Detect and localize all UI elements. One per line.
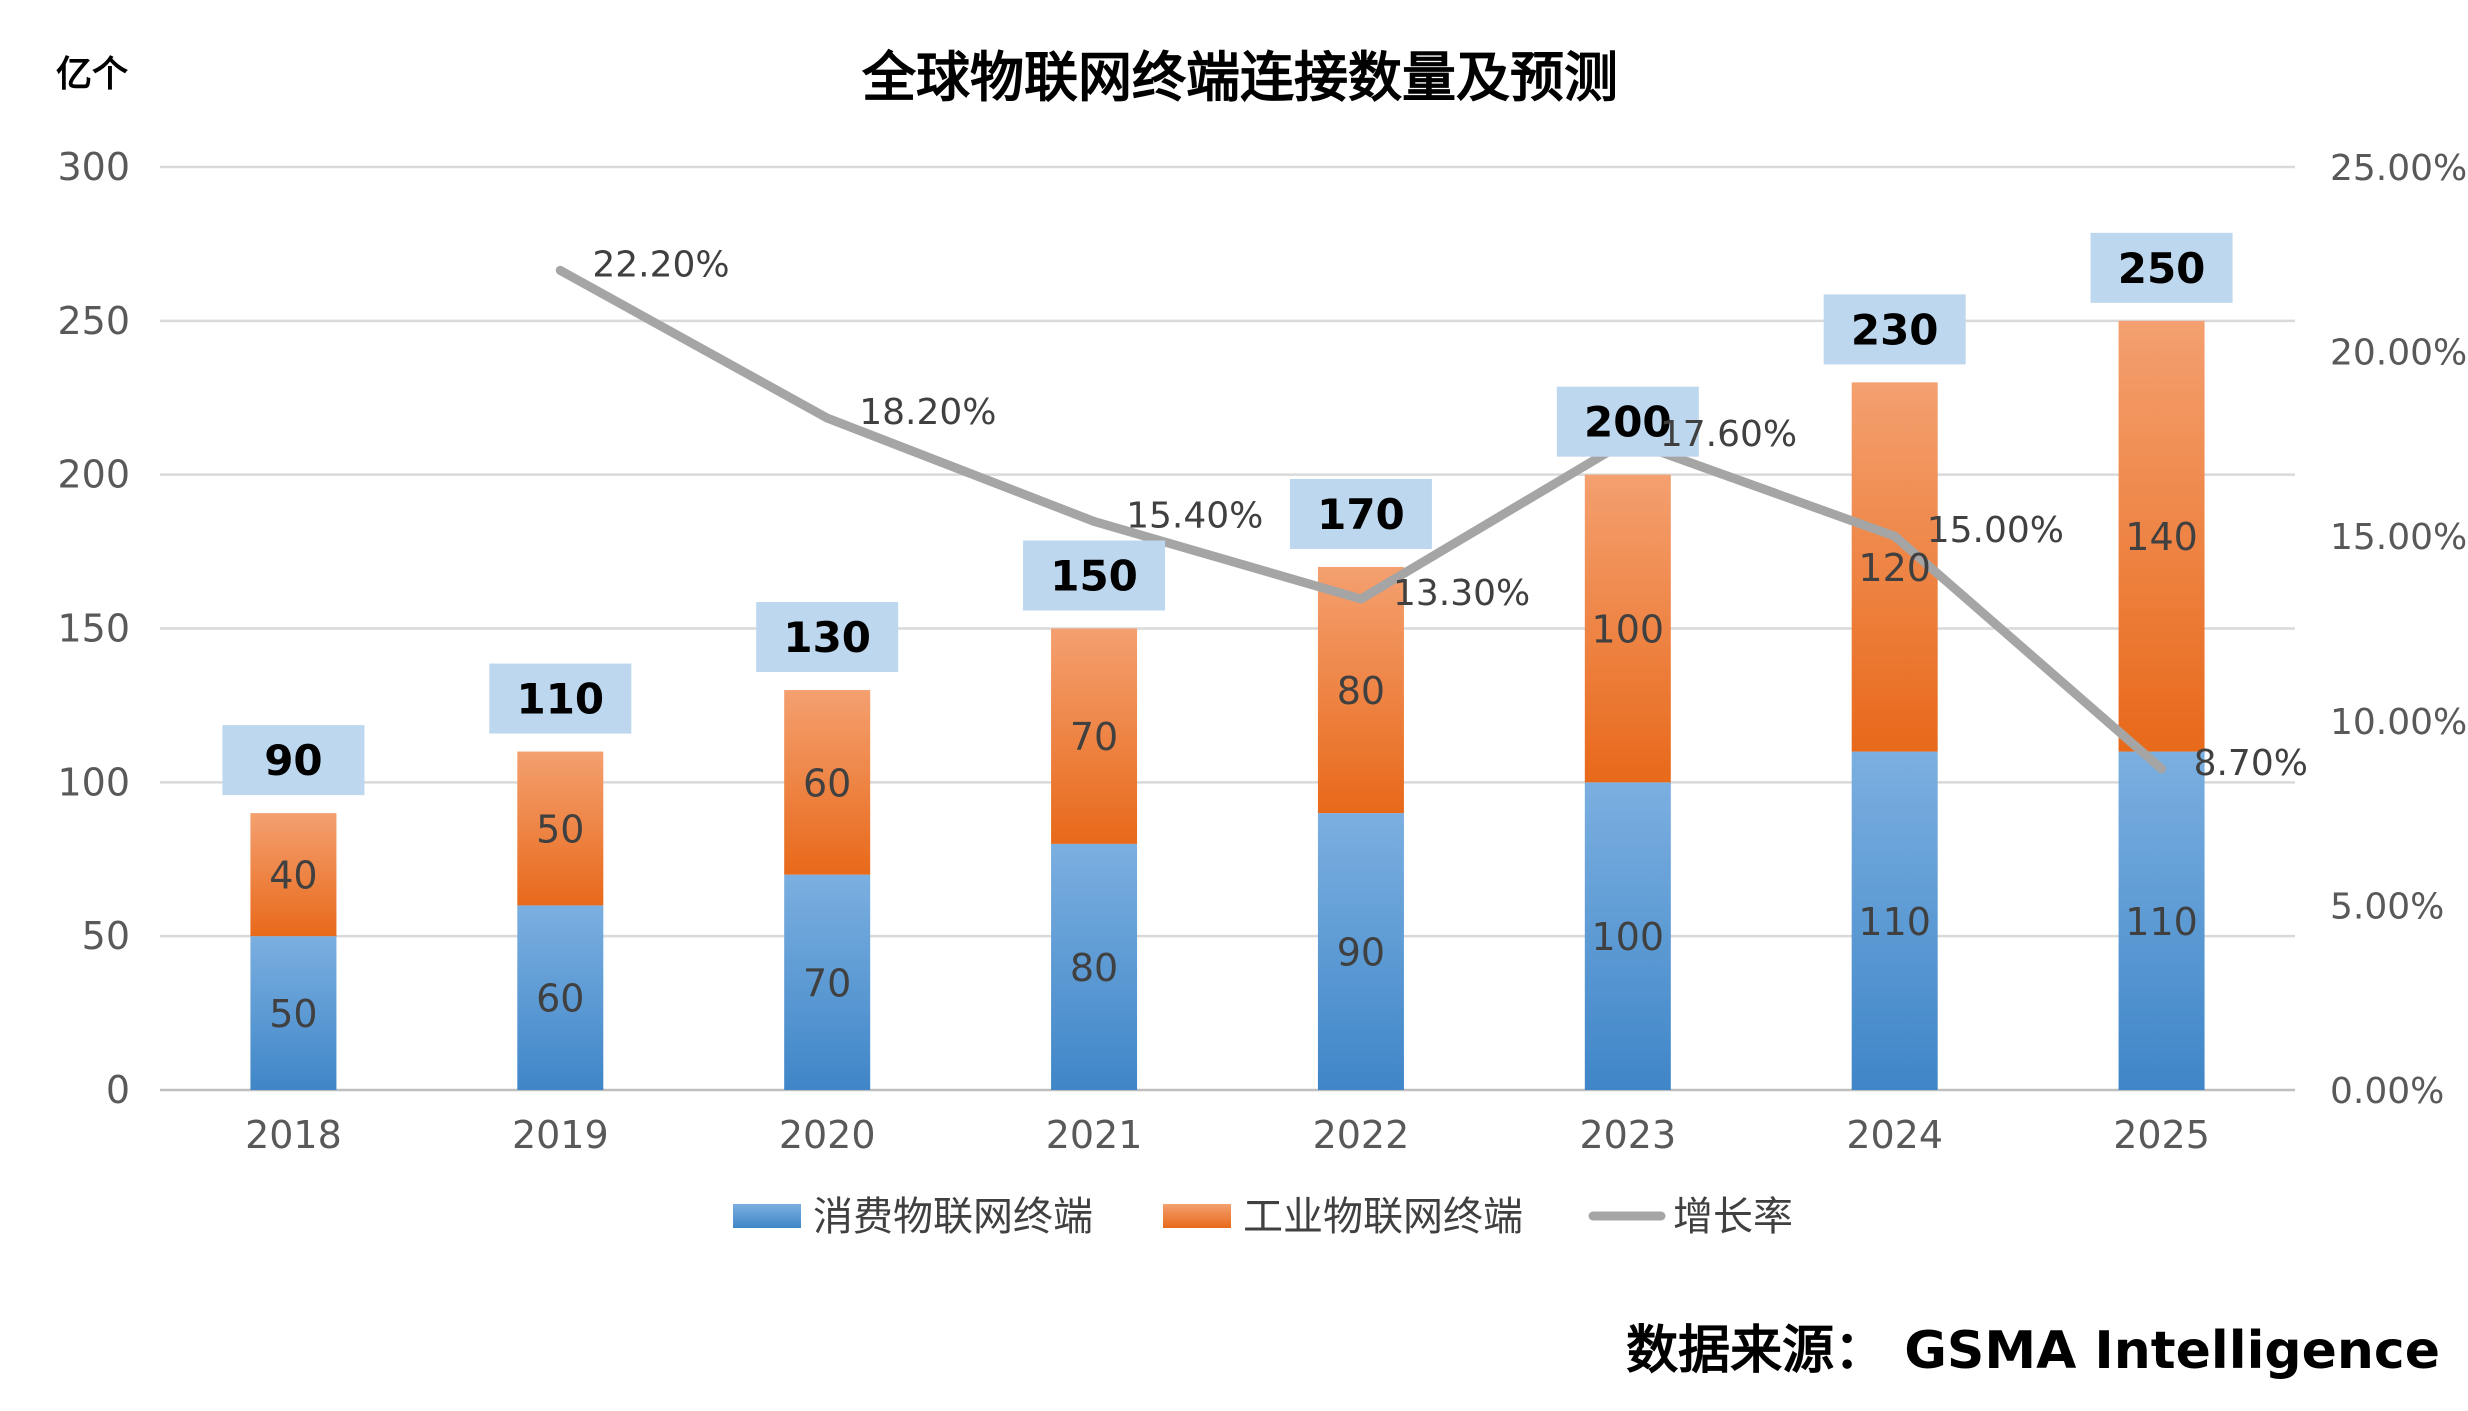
- growth-rate-label: 15.40%: [1126, 495, 1263, 536]
- total-label: 150: [1050, 552, 1138, 601]
- y-tick-right: 0.00%: [2330, 1071, 2444, 1112]
- bar-segment: [2118, 751, 2205, 1090]
- bar-segment: [517, 751, 604, 906]
- bar-value-label: 110: [2125, 900, 2198, 944]
- growth-rate-point: [2157, 764, 2167, 774]
- y-tick-right: 15.00%: [2330, 517, 2467, 558]
- legend-item-label: 工业物联网终端: [1243, 1194, 1523, 1240]
- bar-value-label: 140: [2125, 515, 2198, 559]
- bar-value-label: 80: [1070, 946, 1118, 990]
- y-tick-left: 300: [57, 145, 130, 189]
- bar-segment: [784, 874, 871, 1090]
- bar-segment: [517, 905, 604, 1090]
- x-tick: 2025: [2113, 1113, 2210, 1157]
- bar-value-label: 80: [1337, 669, 1385, 713]
- legend-swatch: [733, 1204, 801, 1228]
- bar-value-label: 60: [803, 761, 851, 805]
- y-tick-right: 5.00%: [2330, 886, 2444, 927]
- left-axis-unit: 亿个: [56, 54, 128, 95]
- total-label-box: [1823, 294, 1966, 365]
- grid-layer: 0 50 100 150 200 250 300 0.00% 5.00% 10.00% 15.00%…: [57, 145, 2467, 1157]
- total-label: 200: [1584, 398, 1672, 447]
- y-tick-left: 250: [57, 299, 130, 343]
- bar-segment: [1317, 566, 1404, 814]
- legend-item-label: 增长率: [1673, 1194, 1793, 1240]
- total-label-box: [1556, 386, 1699, 457]
- bar-segment: [2118, 320, 2205, 752]
- x-tick: 2018: [245, 1113, 342, 1157]
- y-tick-left: 150: [57, 607, 130, 651]
- bar-value-label: 50: [536, 807, 584, 851]
- bar-value-label: 120: [1858, 546, 1931, 590]
- x-tick: 2021: [1046, 1113, 1143, 1157]
- total-label-box: [1023, 540, 1166, 611]
- y-tick-left: 100: [57, 760, 130, 804]
- bar-segment: [250, 813, 337, 937]
- growth-rate-point: [1089, 516, 1099, 526]
- legend: 消费物联网终端 工业物联网终端 增长率: [733, 1194, 1793, 1240]
- bar-value-label: 50: [269, 992, 317, 1036]
- total-label: 230: [1851, 305, 1939, 354]
- total-label: 170: [1317, 490, 1405, 539]
- bar-value-label: 100: [1592, 915, 1665, 959]
- chart-title: 全球物联网终端连接数量及预测: [861, 46, 1618, 109]
- total-label: 90: [264, 736, 322, 785]
- bar-segment: [1317, 813, 1404, 1090]
- bar-segment: [250, 936, 337, 1090]
- x-tick: 2020: [779, 1113, 876, 1157]
- x-tick: 2022: [1313, 1113, 1410, 1157]
- line-layer: [555, 265, 2167, 774]
- bar-value-label: 110: [1858, 900, 1931, 944]
- label-layer: 50 40 90 60 50 110 70 60 130 80 70 150 90 80 170 100 100…: [222, 232, 2308, 1036]
- bar-value-label: 70: [1070, 715, 1118, 759]
- bar-value-label: 70: [803, 961, 851, 1005]
- bar-value-label: 60: [536, 977, 584, 1021]
- x-tick: 2024: [1846, 1113, 1943, 1157]
- legend-item-label: 消费物联网终端: [813, 1194, 1093, 1240]
- bar-segment: [1051, 628, 1138, 844]
- total-label: 250: [2118, 244, 2206, 293]
- bar-layer: [250, 320, 2205, 1090]
- y-tick-left: 200: [57, 453, 130, 497]
- source-note: 数据来源： GSMA Intelligence: [1626, 1321, 2440, 1381]
- growth-rate-point: [555, 265, 565, 275]
- bar-segment: [1584, 474, 1671, 783]
- bar-segment: [1851, 751, 1938, 1090]
- bar-value-label: 100: [1592, 608, 1665, 652]
- bar-segment: [1584, 782, 1671, 1090]
- y-tick-left: 0: [106, 1068, 130, 1112]
- total-label: 110: [516, 675, 604, 724]
- x-tick: 2023: [1579, 1113, 1676, 1157]
- y-tick-right: 10.00%: [2330, 702, 2467, 743]
- total-label: 130: [783, 613, 871, 662]
- legend-swatch: [1163, 1204, 1231, 1228]
- total-label-box: [2090, 232, 2233, 303]
- bar-value-label: 40: [269, 854, 317, 898]
- total-label-box: [1289, 478, 1432, 549]
- total-label-box: [489, 663, 632, 734]
- growth-rate-label: 22.20%: [592, 244, 729, 285]
- growth-rate-point: [1890, 531, 1900, 541]
- x-tick: 2019: [512, 1113, 609, 1157]
- y-tick-right: 25.00%: [2330, 148, 2467, 189]
- y-tick-left: 50: [82, 914, 130, 958]
- growth-rate-label: 18.20%: [859, 392, 996, 433]
- growth-rate-label: 8.70%: [2194, 743, 2308, 784]
- bar-segment: [1051, 843, 1138, 1090]
- growth-rate-label: 13.30%: [1393, 573, 1530, 614]
- growth-rate-label: 17.60%: [1660, 414, 1797, 455]
- growth-rate-point: [1356, 594, 1366, 604]
- bar-segment: [784, 690, 871, 875]
- y-tick-right: 20.00%: [2330, 333, 2467, 374]
- growth-rate-point: [822, 413, 832, 423]
- total-label-box: [756, 602, 899, 673]
- growth-rate-label: 15.00%: [1927, 510, 2064, 551]
- total-label-box: [222, 725, 365, 796]
- bar-value-label: 90: [1337, 931, 1385, 975]
